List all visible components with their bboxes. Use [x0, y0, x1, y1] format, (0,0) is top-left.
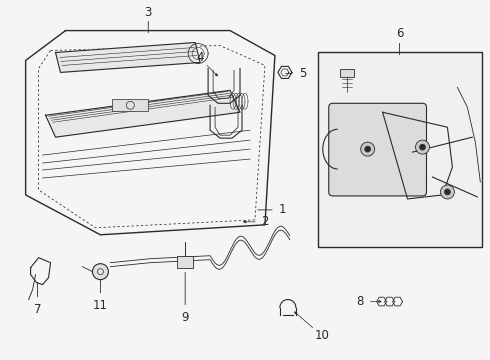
Polygon shape [55, 42, 200, 72]
Text: 9: 9 [181, 311, 189, 324]
Text: 11: 11 [93, 299, 108, 312]
Text: 3: 3 [145, 6, 152, 19]
Circle shape [444, 189, 450, 195]
Circle shape [441, 185, 454, 199]
Text: 1: 1 [279, 203, 287, 216]
Circle shape [361, 142, 375, 156]
Circle shape [93, 264, 108, 280]
Bar [112, 99, 148, 111]
Text: 6: 6 [396, 27, 403, 40]
Text: 4: 4 [196, 51, 204, 64]
Bar [340, 69, 354, 77]
Circle shape [416, 140, 429, 154]
Bar [318, 53, 482, 247]
Circle shape [365, 146, 370, 152]
Circle shape [419, 144, 425, 150]
Text: 8: 8 [356, 295, 364, 308]
Text: 10: 10 [315, 329, 329, 342]
Text: 5: 5 [299, 67, 307, 80]
FancyBboxPatch shape [329, 103, 426, 196]
Polygon shape [46, 90, 240, 137]
Text: 2: 2 [261, 215, 269, 228]
Bar [177, 256, 193, 268]
Text: 7: 7 [34, 303, 41, 316]
